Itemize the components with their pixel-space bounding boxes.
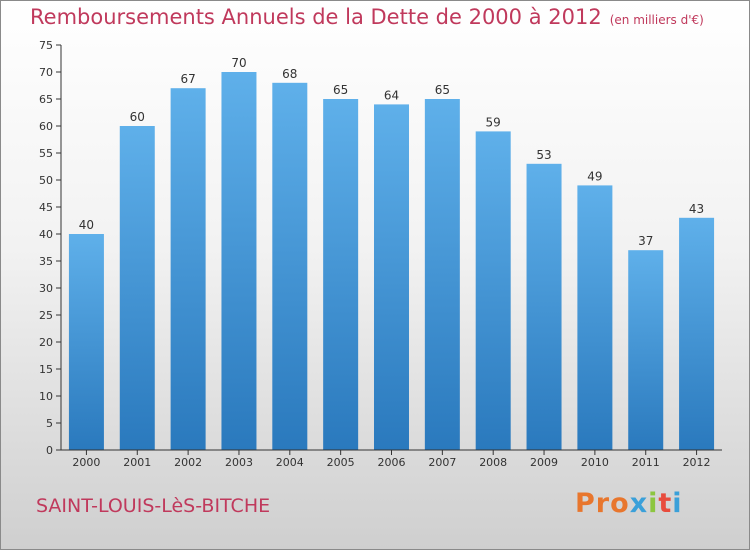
data-label: 37 <box>638 234 653 248</box>
data-label: 49 <box>587 169 602 183</box>
y-tick-label: 45 <box>39 201 53 214</box>
bar-2006 <box>374 104 409 451</box>
x-tick-label: 2000 <box>72 456 100 469</box>
brand-logo-letter: i <box>672 488 683 519</box>
x-tick-label: 2011 <box>632 456 660 469</box>
location-name: SAINT-LOUIS-LèS-BITCHE <box>36 495 271 517</box>
y-tick-label: 75 <box>39 39 53 52</box>
chart-unit: (en milliers d'€) <box>609 13 704 27</box>
bar-2001 <box>119 126 155 450</box>
y-tick-label: 15 <box>39 363 53 376</box>
y-tick-label: 50 <box>39 174 53 187</box>
brand-logo-letter: i <box>648 488 659 519</box>
chart-title: Remboursements Annuels de la Dette de 20… <box>30 5 704 29</box>
data-label: 65 <box>333 83 348 97</box>
x-tick-label: 2010 <box>581 456 609 469</box>
y-tick-label: 20 <box>39 336 53 349</box>
y-tick-label: 55 <box>39 147 53 160</box>
axis-layer: 0 5 10 15 20 25 30 35 40 45 50 55 60 65 70 75 2000 2001 20… <box>39 39 722 469</box>
bar-2003 <box>221 72 257 450</box>
data-label: 64 <box>384 88 399 102</box>
x-tick-label: 2007 <box>428 456 456 469</box>
bars-layer: 40 60 67 70 68 65 64 65 59 53 49 37 43 <box>68 56 715 451</box>
y-tick-label: 25 <box>39 309 53 322</box>
data-label: 53 <box>536 148 551 162</box>
data-label: 70 <box>231 56 246 70</box>
brand-logo-letter: t <box>658 488 673 519</box>
x-tick-label: 2003 <box>225 456 253 469</box>
brand-logo: Proxiti <box>575 488 683 519</box>
data-label: 65 <box>435 83 450 97</box>
chart-title-text: Remboursements Annuels de la Dette de 20… <box>30 5 602 29</box>
data-label: 43 <box>689 202 704 216</box>
data-label: 68 <box>282 67 297 81</box>
y-tick-label: 35 <box>39 255 53 268</box>
bar-2000 <box>68 234 104 450</box>
y-tick-label: 70 <box>39 66 53 79</box>
x-tick-label: 2006 <box>378 456 406 469</box>
x-tick-label: 2005 <box>327 456 355 469</box>
x-tick-label: 2012 <box>683 456 711 469</box>
y-tick-label: 5 <box>46 417 53 430</box>
brand-logo-letter: o <box>610 488 630 519</box>
x-tick-label: 2002 <box>174 456 202 469</box>
data-label: 60 <box>130 110 145 124</box>
bar-2004 <box>272 82 308 451</box>
y-tick-label: 30 <box>39 282 53 295</box>
x-tick-label: 2009 <box>530 456 558 469</box>
data-label: 40 <box>79 218 94 232</box>
bar-2009 <box>526 163 562 451</box>
bar-2010 <box>577 185 613 450</box>
x-tick-label: 2004 <box>276 456 304 469</box>
bar-2002 <box>170 88 206 450</box>
y-tick-label: 0 <box>46 444 53 457</box>
bar-2005 <box>323 99 359 450</box>
y-tick-label: 40 <box>39 228 53 241</box>
bar-2012 <box>679 217 715 450</box>
y-tick-label: 60 <box>39 120 53 133</box>
brand-logo-letter: x <box>629 488 649 519</box>
bar-2011 <box>628 250 664 450</box>
y-tick-label: 10 <box>39 390 53 403</box>
data-label: 59 <box>486 115 501 129</box>
x-tick-label: 2008 <box>479 456 507 469</box>
brand-logo-letter: P <box>575 488 596 519</box>
y-tick-label: 65 <box>39 93 53 106</box>
brand-logo-letter: r <box>595 488 611 519</box>
bar-2008 <box>475 131 511 450</box>
bar-2007 <box>424 99 460 450</box>
x-tick-label: 2001 <box>123 456 151 469</box>
data-label: 67 <box>180 72 195 86</box>
